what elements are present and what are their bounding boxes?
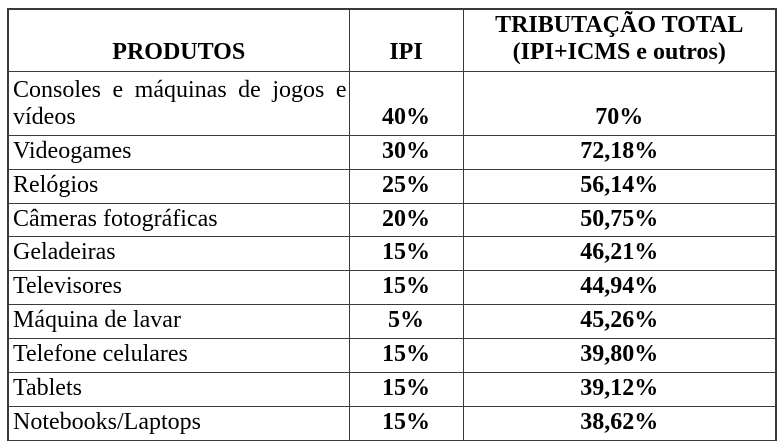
table-row: Notebooks/Laptops 15% 38,62% [7,405,777,441]
header-row: PRODUTOS IPI TRIBUTAÇÃO TOTAL (IPI+ICMS … [7,8,777,72]
ipi-cell: 25% [348,168,464,204]
produto-line: Consoles e máquinas de jogos e [13,77,347,103]
produto-cell: Geladeiras [7,236,350,272]
produto-cell: Televisores [7,270,350,306]
produto-line: Televisores [13,273,122,300]
table-row: Tablets 15% 39,12% [7,371,777,407]
ipi-cell: 40% [348,70,464,136]
produto-line: Videogames [13,137,132,164]
header-total-line2: (IPI+ICMS e outros) [512,38,726,65]
total-cell: 39,80% [462,338,777,373]
produto-line: Notebooks/Laptops [13,408,201,435]
table-row: Videogames 30% 72,18% [7,134,777,170]
produto-cell: Notebooks/Laptops [7,405,350,441]
table-row: Consoles e máquinas de jogos e vídeos 40% 7… [7,70,777,136]
table-row: Telefone celulares 15% 39,80% [7,338,777,373]
ipi-cell: 15% [348,236,464,272]
tax-table: PRODUTOS IPI TRIBUTAÇÃO TOTAL (IPI+ICMS … [7,8,777,441]
ipi-cell: 15% [348,338,464,373]
ipi-cell: 15% [348,270,464,306]
total-cell: 72,18% [462,134,777,170]
ipi-cell: 15% [348,405,464,441]
table-row: Televisores 15% 44,94% [7,270,777,306]
produto-cell: Telefone celulares [7,338,350,373]
produto-cell: Videogames [7,134,350,170]
produto-line: Câmeras fotográficas [13,205,218,232]
total-cell: 45,26% [462,304,777,339]
total-cell: 70% [462,70,777,136]
table-row: Câmeras fotográficas 20% 50,75% [7,202,777,238]
total-cell: 44,94% [462,270,777,306]
total-cell: 46,21% [462,236,777,272]
produto-line: Tablets [13,374,82,401]
produto-cell: Tablets [7,371,350,407]
table-row: Máquina de lavar 5% 45,26% [7,304,777,339]
table-row: Geladeiras 15% 46,21% [7,236,777,272]
ipi-cell: 30% [348,134,464,170]
produto-cell: Câmeras fotográficas [7,202,350,238]
header-total: TRIBUTAÇÃO TOTAL (IPI+ICMS e outros) [462,8,777,72]
produto-cell: Máquina de lavar [7,304,350,339]
header-produtos: PRODUTOS [7,8,350,72]
header-total-line1: TRIBUTAÇÃO TOTAL [495,12,744,38]
total-cell: 56,14% [462,168,777,204]
produto-line: vídeos [13,103,76,130]
ipi-cell: 20% [348,202,464,238]
ipi-cell: 15% [348,371,464,407]
ipi-cell: 5% [348,304,464,339]
header-ipi: IPI [348,8,464,72]
total-cell: 50,75% [462,202,777,238]
produto-line: Máquina de lavar [13,307,181,334]
table-row: Relógios 25% 56,14% [7,168,777,204]
total-cell: 38,62% [462,405,777,441]
produto-cell: Consoles e máquinas de jogos e vídeos [7,70,350,136]
produto-cell: Relógios [7,168,350,204]
produto-line: Telefone celulares [13,341,188,367]
produto-line: Geladeiras [13,239,116,266]
total-cell: 39,12% [462,371,777,407]
produto-line: Relógios [13,171,99,198]
